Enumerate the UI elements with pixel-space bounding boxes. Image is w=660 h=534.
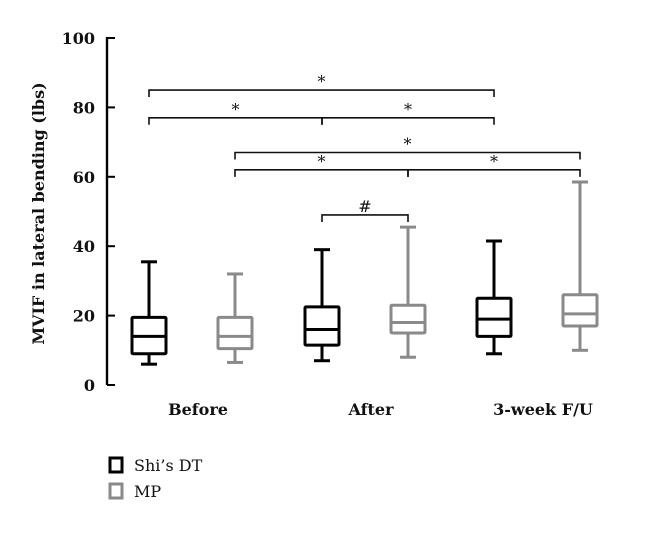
y-tick-label: 40 bbox=[73, 237, 95, 256]
plot-area: 0 20 40 60 80 100 MVIF in lateral bending (lbs… bbox=[29, 29, 599, 501]
x-category-label: Before bbox=[168, 400, 228, 419]
significance-bracket bbox=[234, 169, 409, 177]
significance-bracket bbox=[148, 117, 323, 125]
significance-mark: * bbox=[232, 100, 240, 119]
box-iqr bbox=[303, 305, 341, 347]
box-iqr bbox=[216, 315, 254, 351]
x-category-label: 3-week F/U bbox=[493, 400, 593, 419]
significance-mark: * bbox=[404, 135, 412, 154]
significance-bracket bbox=[148, 89, 495, 98]
significance-mark: * bbox=[318, 152, 326, 171]
legend-label: Shi’s DT bbox=[134, 456, 203, 475]
box-iqr bbox=[389, 303, 427, 335]
legend-swatch bbox=[108, 456, 124, 474]
y-tick-label: 80 bbox=[73, 98, 95, 117]
significance-mark: # bbox=[358, 197, 371, 216]
box-iqr bbox=[475, 296, 513, 338]
box-iqr bbox=[561, 293, 599, 328]
y-tick-label: 0 bbox=[84, 376, 95, 395]
significance-mark: * bbox=[404, 100, 412, 119]
y-tick-label: 100 bbox=[62, 29, 95, 48]
significance-bracket bbox=[234, 151, 581, 160]
significance-mark: * bbox=[318, 72, 326, 91]
y-axis-title: MVIF in lateral bending (lbs) bbox=[29, 82, 48, 344]
significance-bracket bbox=[407, 169, 581, 177]
y-tick-label: 20 bbox=[73, 307, 95, 326]
y-tick-label: 60 bbox=[73, 168, 95, 187]
significance-mark: * bbox=[490, 152, 498, 171]
legend-swatch bbox=[108, 482, 124, 500]
legend-label: MP bbox=[134, 482, 161, 501]
x-category-label: After bbox=[347, 400, 394, 419]
significance-bracket bbox=[321, 214, 409, 222]
significance-bracket bbox=[321, 117, 495, 125]
